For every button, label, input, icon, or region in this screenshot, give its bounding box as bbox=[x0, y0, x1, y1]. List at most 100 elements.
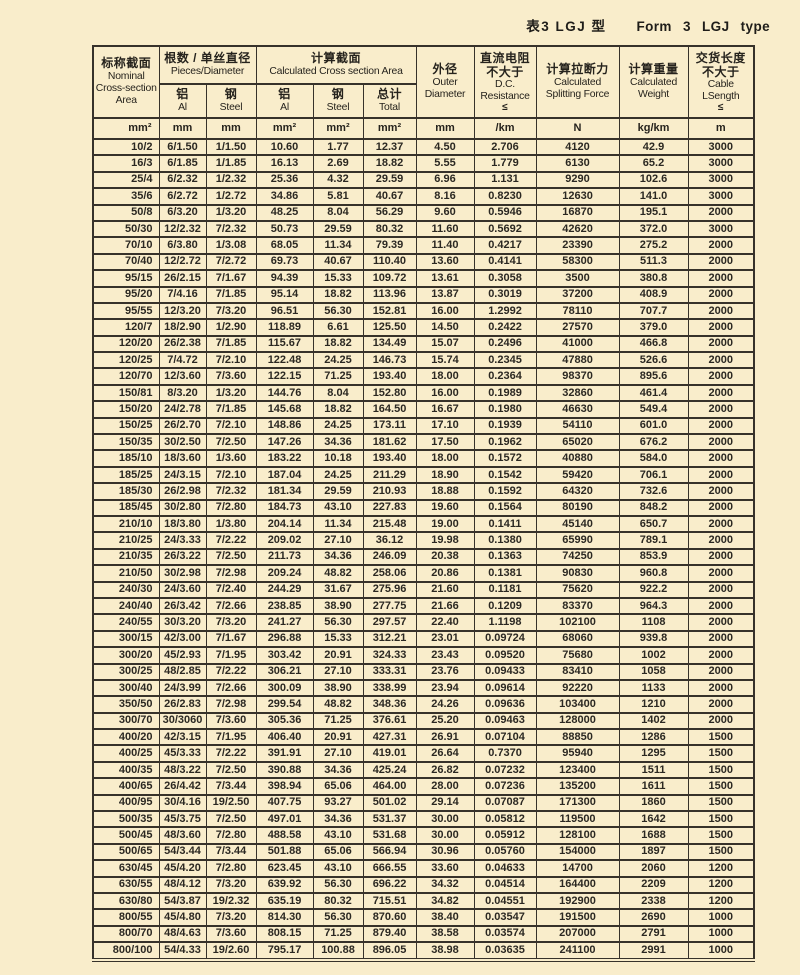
cell: 27.10 bbox=[312, 662, 364, 681]
cell: 0.05912 bbox=[473, 826, 537, 845]
cell: 4.32 bbox=[312, 170, 364, 190]
cell: 789.1 bbox=[618, 531, 689, 550]
cell: 45/3.33 bbox=[158, 744, 207, 763]
cell: 26/2.70 bbox=[158, 416, 207, 436]
table-header: 标称截面 Nominal Cross-section Area 根数 / 单丝直… bbox=[92, 45, 755, 140]
cell: 2000 bbox=[687, 285, 755, 304]
table-row: 25/4 6/2.32 1/2.32 25.36 4.32 29.59 6.96 1.131 9… bbox=[92, 170, 755, 190]
cell: 7/2.32 bbox=[205, 219, 257, 239]
cell: 241100 bbox=[535, 941, 620, 962]
cell: 511.3 bbox=[618, 252, 689, 272]
cell: 18.88 bbox=[415, 482, 475, 501]
cell: 14.50 bbox=[415, 318, 475, 337]
cell: 1860 bbox=[618, 793, 689, 813]
cell: 7/2.22 bbox=[205, 744, 257, 763]
table-row: 16/3 6/1.85 1/1.85 16.13 2.69 18.82 5.55 1.779 6… bbox=[92, 154, 755, 173]
header-line: Area bbox=[115, 94, 137, 106]
cell: 38.58 bbox=[415, 924, 475, 944]
cell: 630/55 bbox=[92, 875, 160, 894]
cell: 1200 bbox=[687, 875, 755, 894]
cell: 88850 bbox=[535, 728, 620, 747]
cell: 38.98 bbox=[415, 941, 475, 962]
cell: 19/2.32 bbox=[205, 891, 257, 911]
cell: 300/40 bbox=[92, 678, 160, 698]
cell: 3000 bbox=[687, 219, 755, 239]
cell: 406.40 bbox=[255, 728, 314, 747]
cell: 7/2.50 bbox=[205, 809, 257, 829]
cell: 696.22 bbox=[362, 875, 417, 894]
cell: 333.31 bbox=[362, 662, 417, 681]
cell: 300/20 bbox=[92, 646, 160, 665]
header-line: Splitting Force bbox=[545, 88, 610, 100]
cell: 240/55 bbox=[92, 613, 160, 632]
cell: 2.706 bbox=[473, 137, 537, 157]
cell: 152.80 bbox=[362, 383, 417, 403]
cell: 11.34 bbox=[312, 514, 364, 534]
cell: 56.30 bbox=[312, 875, 364, 894]
cell: 12/2.72 bbox=[158, 252, 207, 272]
cell: 324.33 bbox=[362, 646, 417, 665]
cell: 939.8 bbox=[618, 629, 689, 649]
cell: 45/2.93 bbox=[158, 646, 207, 665]
cell: 65.06 bbox=[312, 842, 364, 862]
cell: 1500 bbox=[687, 809, 755, 829]
header-line: 外径 bbox=[432, 62, 458, 77]
cell: 40.67 bbox=[312, 252, 364, 272]
cell: 2000 bbox=[687, 482, 755, 501]
cell: 0.07236 bbox=[473, 777, 537, 796]
col-header-splitting-force: 计算拉断力 Calculated Splitting Force bbox=[535, 45, 620, 119]
cell: 36.12 bbox=[362, 531, 417, 550]
cell: 135200 bbox=[535, 777, 620, 796]
cell: 20.38 bbox=[415, 547, 475, 567]
table-row: 120/70 12/3.60 7/3.60 122.15 71.25 193.40 18.0… bbox=[92, 367, 755, 386]
table-row: 500/45 48/3.60 7/2.80 488.58 43.10 531.68 30.0… bbox=[92, 826, 755, 845]
cell: 152.81 bbox=[362, 301, 417, 321]
table-row: 95/55 12/3.20 7/3.20 96.51 56.30 152.81 16.00 1… bbox=[92, 301, 755, 321]
cell: 83410 bbox=[535, 662, 620, 681]
page-title-zh: 表3 LGJ 型 bbox=[526, 19, 607, 34]
cell: 2000 bbox=[687, 646, 755, 665]
cell: 1/3.60 bbox=[205, 449, 257, 468]
table-row: 400/95 30/4.16 19/2.50 407.75 93.27 501.02 29.… bbox=[92, 793, 755, 813]
cell: 148.86 bbox=[255, 416, 314, 436]
cell: 16.00 bbox=[415, 383, 475, 403]
cell: 19/2.50 bbox=[205, 793, 257, 813]
cell: 7/2.80 bbox=[205, 859, 257, 878]
table-row: 150/35 30/2.50 7/2.50 147.26 34.36 181.62 17.5… bbox=[92, 433, 755, 452]
cell: 635.19 bbox=[255, 891, 314, 911]
cell: 1210 bbox=[618, 695, 689, 714]
cell: 10.60 bbox=[255, 137, 314, 157]
cell: 0.2422 bbox=[473, 318, 537, 337]
cell: 2991 bbox=[618, 941, 689, 962]
unit-cell: mm bbox=[158, 117, 207, 140]
cell: 277.75 bbox=[362, 596, 417, 616]
cell: 0.1572 bbox=[473, 449, 537, 468]
cell: 1402 bbox=[618, 711, 689, 731]
cell: 120/70 bbox=[92, 367, 160, 386]
cell: 566.94 bbox=[362, 842, 417, 862]
cell: 141.0 bbox=[618, 187, 689, 206]
cell: 211.29 bbox=[362, 465, 417, 485]
header-line: 计算截面 bbox=[311, 51, 362, 66]
cell: 7/1.67 bbox=[205, 269, 257, 288]
cell: 20.91 bbox=[312, 646, 364, 665]
cell: 380.8 bbox=[618, 269, 689, 288]
cell: 715.51 bbox=[362, 891, 417, 911]
cell: 1/2.72 bbox=[205, 187, 257, 206]
cell: 7/2.80 bbox=[205, 826, 257, 845]
cell: 7/4.72 bbox=[158, 351, 207, 370]
cell: 134.49 bbox=[362, 334, 417, 354]
cell: 531.37 bbox=[362, 809, 417, 829]
cell: 500/45 bbox=[92, 826, 160, 845]
cell: 853.9 bbox=[618, 547, 689, 567]
cell: 12.37 bbox=[362, 137, 417, 157]
cell: 74250 bbox=[535, 547, 620, 567]
col-header-outer-diameter: 外径 Outer Diameter bbox=[415, 45, 475, 119]
table-row: 300/15 42/3.00 7/1.67 296.88 15.33 312.21 23.0… bbox=[92, 629, 755, 649]
cell: 7/2.10 bbox=[205, 416, 257, 436]
cell: 43.10 bbox=[312, 859, 364, 878]
cell: 795.17 bbox=[255, 941, 314, 962]
cell: 4.50 bbox=[415, 137, 475, 157]
cell: 15.33 bbox=[312, 269, 364, 288]
cell: 45140 bbox=[535, 514, 620, 534]
